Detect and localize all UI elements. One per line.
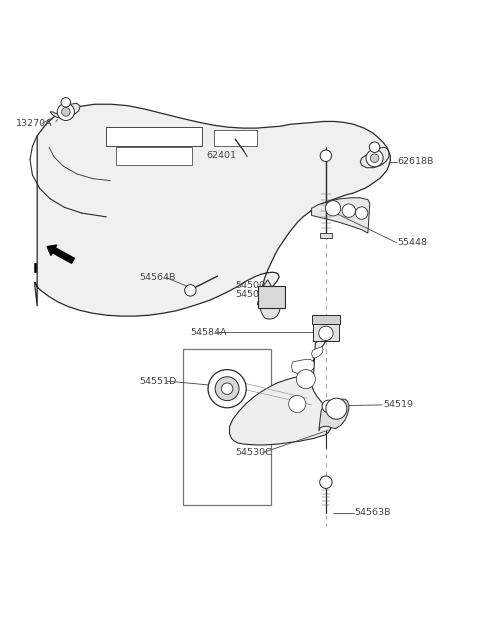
Circle shape [208, 370, 246, 408]
Circle shape [288, 395, 306, 413]
Circle shape [296, 370, 315, 389]
Polygon shape [312, 347, 323, 358]
Text: 13270A: 13270A [16, 119, 52, 128]
Bar [312, 323, 339, 341]
Circle shape [369, 142, 380, 152]
Bar [312, 315, 340, 324]
Bar [320, 233, 332, 238]
Text: 54500: 54500 [235, 281, 265, 290]
Bar [183, 349, 271, 505]
Circle shape [61, 107, 70, 116]
Text: 54564B: 54564B [140, 273, 176, 282]
Text: 62618B: 62618B [397, 157, 434, 166]
Circle shape [370, 154, 379, 162]
Circle shape [221, 383, 233, 394]
Polygon shape [35, 104, 390, 316]
Polygon shape [360, 147, 389, 168]
Text: 54519: 54519 [383, 400, 413, 410]
Polygon shape [291, 360, 314, 373]
Circle shape [325, 201, 341, 216]
Circle shape [322, 400, 335, 413]
FancyArrow shape [47, 245, 74, 263]
Text: 54563B: 54563B [355, 508, 391, 517]
Text: 55448: 55448 [397, 238, 428, 247]
Circle shape [320, 476, 332, 489]
Circle shape [215, 377, 239, 400]
Circle shape [319, 326, 333, 341]
Text: 54551D: 54551D [140, 376, 177, 386]
Polygon shape [50, 103, 80, 118]
Circle shape [356, 207, 368, 219]
Polygon shape [214, 130, 257, 146]
Text: 54501A: 54501A [235, 290, 272, 299]
Polygon shape [319, 399, 349, 431]
Polygon shape [107, 127, 202, 146]
Circle shape [320, 150, 332, 162]
Text: 54530C: 54530C [235, 448, 272, 457]
Circle shape [326, 398, 347, 419]
Polygon shape [229, 336, 332, 445]
Text: 54584A: 54584A [190, 328, 227, 337]
Circle shape [57, 103, 74, 120]
Circle shape [366, 149, 383, 167]
Circle shape [185, 284, 196, 296]
Text: FR.: FR. [33, 262, 58, 276]
Circle shape [61, 97, 71, 107]
Circle shape [342, 204, 356, 217]
Polygon shape [259, 280, 280, 319]
Text: 62401: 62401 [206, 151, 237, 160]
Polygon shape [258, 286, 285, 308]
Polygon shape [312, 198, 370, 233]
Polygon shape [116, 147, 192, 165]
